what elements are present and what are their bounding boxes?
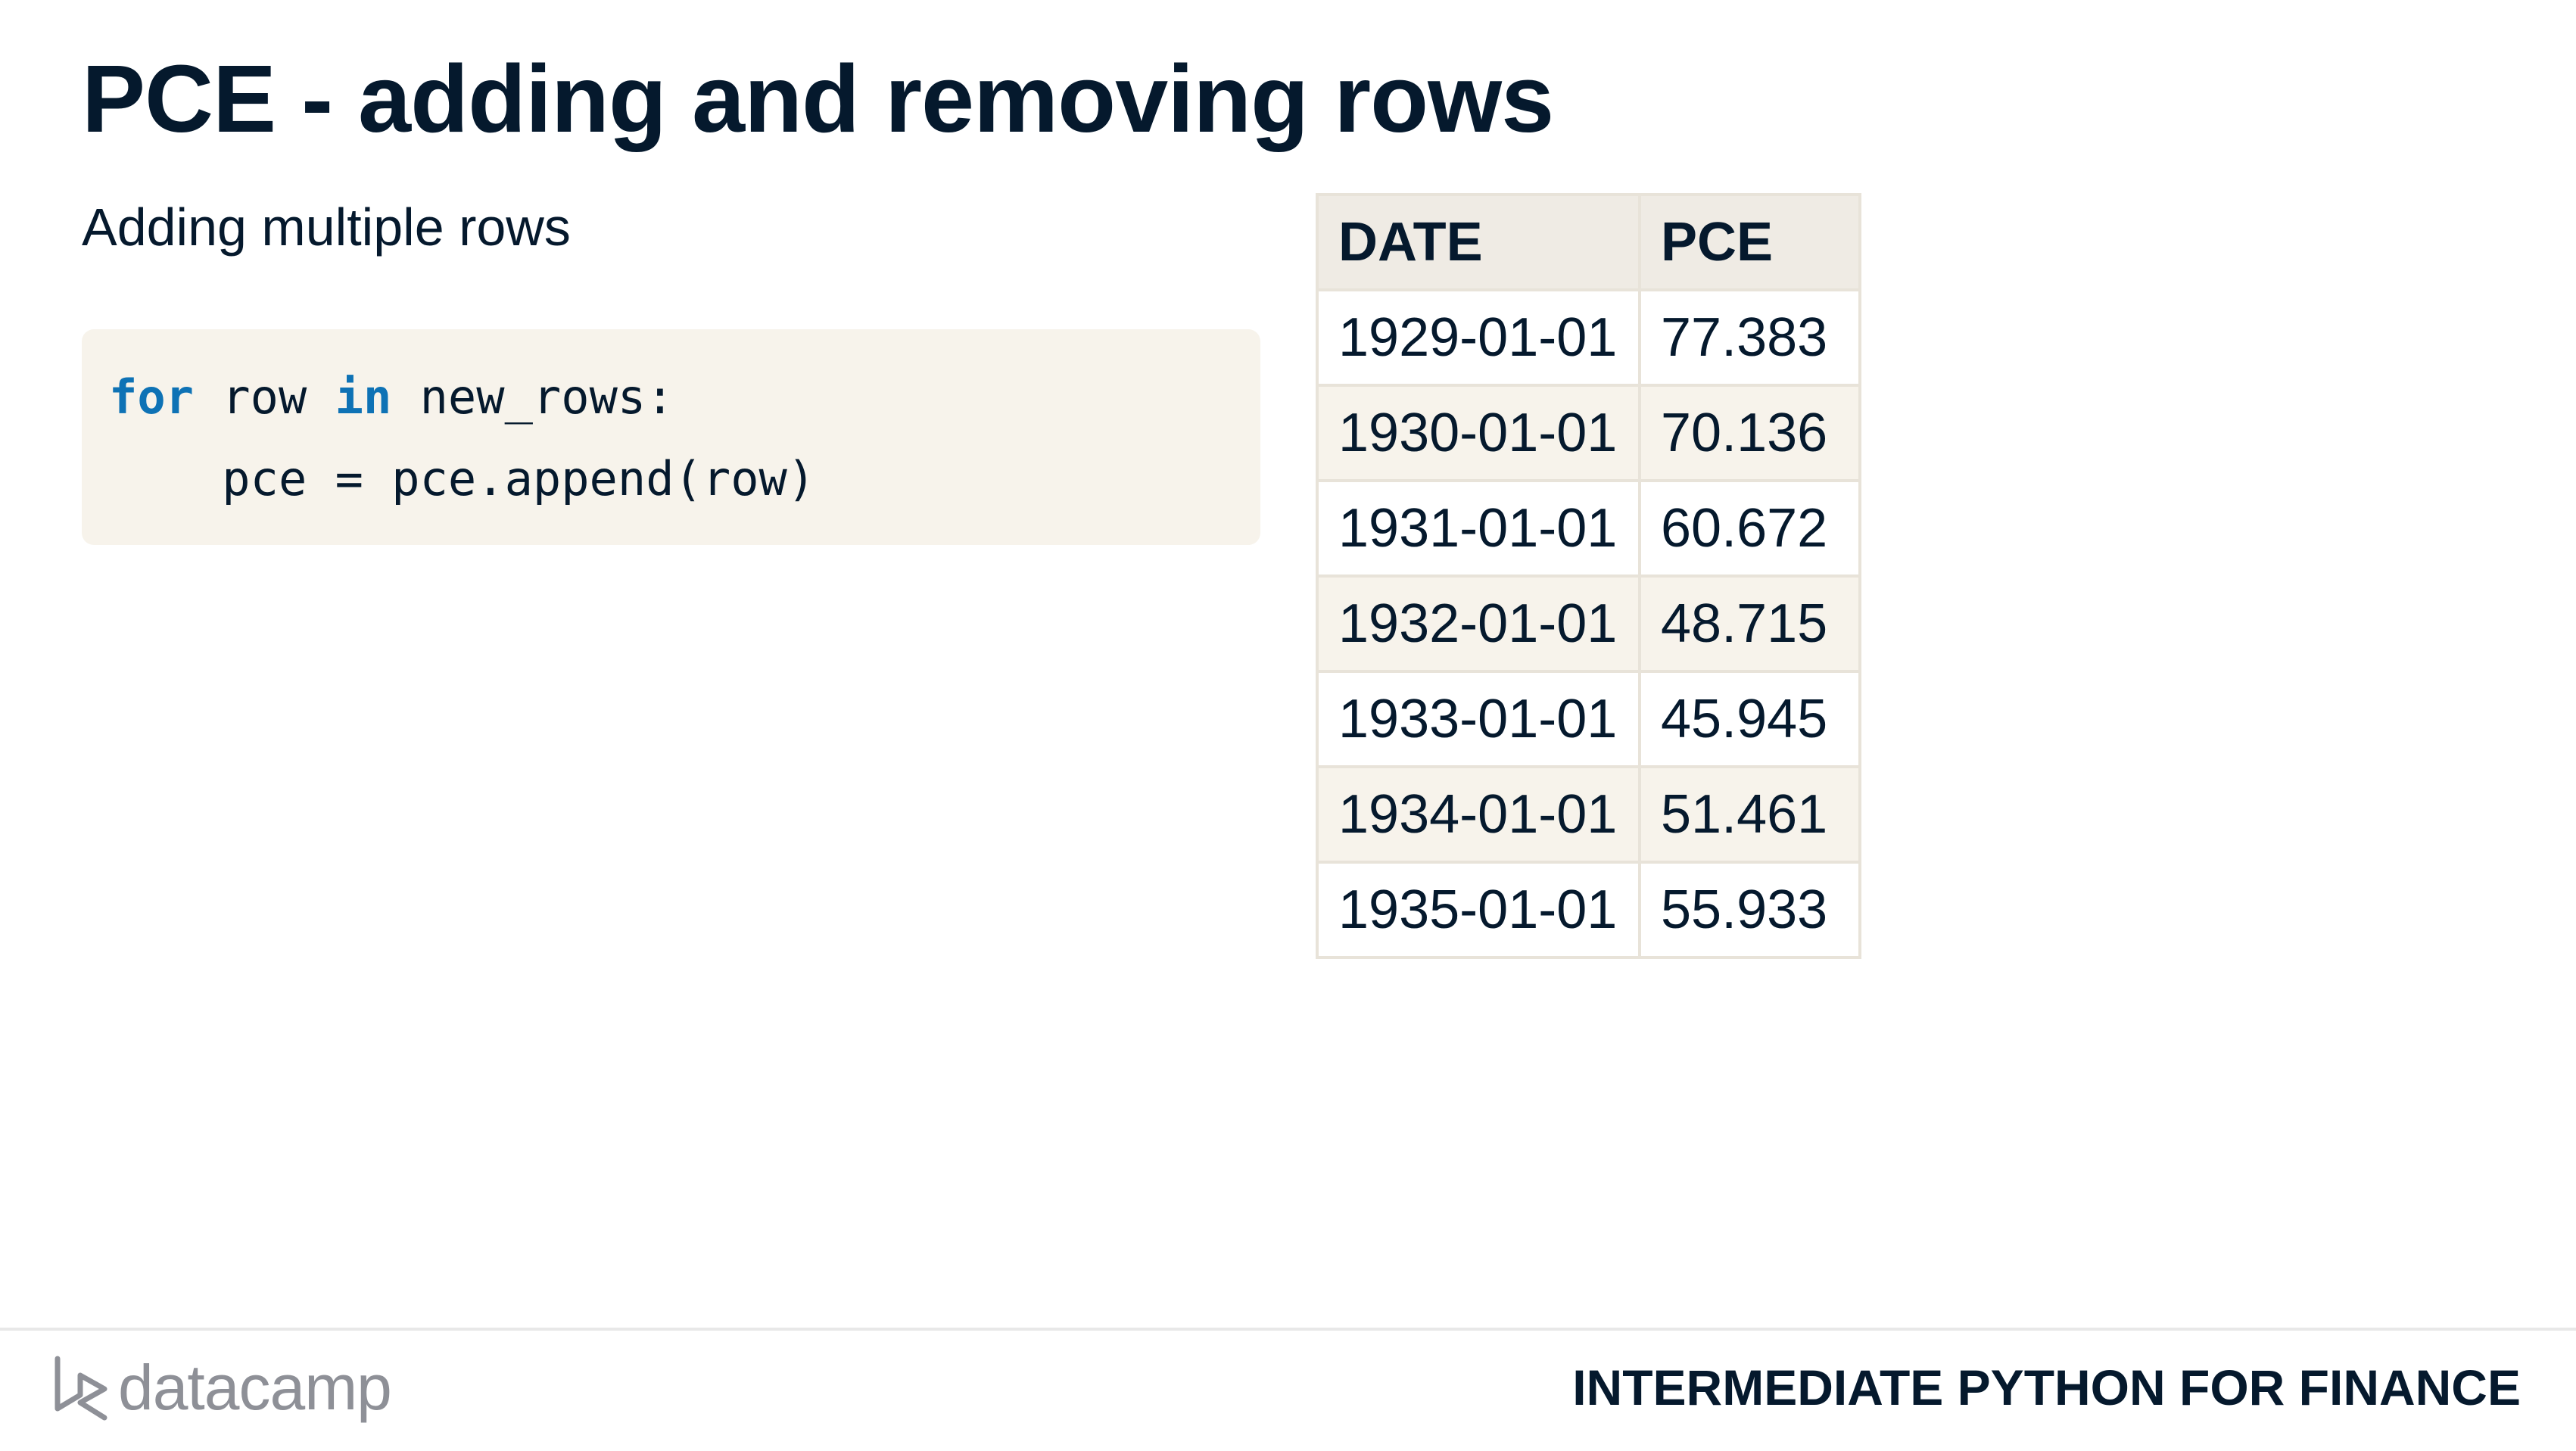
- table-row: 1932-01-01 48.715: [1316, 574, 1861, 673]
- code-block: for row in new_rows: pce = pce.append(ro…: [82, 329, 1260, 545]
- code-line-2: pce = pce.append(row): [109, 451, 816, 506]
- pce-table: DATE PCE 1929-01-01 77.383 1930-01-01 70…: [1316, 193, 1861, 959]
- column-header-pce: PCE: [1638, 193, 1861, 291]
- course-title: INTERMEDIATE PYTHON FOR FINANCE: [1572, 1359, 2521, 1415]
- slide-title: PCE - adding and removing rows: [82, 45, 1554, 152]
- datacamp-logo-icon: [55, 1356, 107, 1421]
- table-row: 1929-01-01 77.383: [1316, 288, 1861, 387]
- datacamp-logo: datacamp: [51, 1346, 392, 1429]
- table-cell-date: 1932-01-01: [1316, 574, 1641, 673]
- slide-subtitle: Adding multiple rows: [82, 198, 571, 257]
- code-text: row: [193, 369, 335, 425]
- table-row: 1934-01-01 51.461: [1316, 765, 1861, 864]
- table-cell-date: 1930-01-01: [1316, 384, 1641, 482]
- table-cell-pce: 48.715: [1638, 574, 1861, 673]
- table-row: 1933-01-01 45.945: [1316, 670, 1861, 768]
- table-cell-date: 1933-01-01: [1316, 670, 1641, 768]
- code-keyword-for: for: [109, 369, 194, 425]
- table-cell-date: 1935-01-01: [1316, 861, 1641, 959]
- code-text: new_rows:: [391, 369, 674, 425]
- code-keyword-in: in: [335, 369, 392, 425]
- table-cell-pce: 77.383: [1638, 288, 1861, 387]
- datacamp-logo-text: datacamp: [118, 1351, 392, 1423]
- code-line-1: for row in new_rows:: [109, 367, 1260, 449]
- table-cell-date: 1931-01-01: [1316, 479, 1641, 578]
- table-row: 1935-01-01 55.933: [1316, 861, 1861, 959]
- table-row: 1930-01-01 70.136: [1316, 384, 1861, 482]
- footer-divider: [0, 1328, 2576, 1331]
- column-header-date: DATE: [1316, 193, 1641, 291]
- table-row: 1931-01-01 60.672: [1316, 479, 1861, 578]
- table-cell-pce: 60.672: [1638, 479, 1861, 578]
- table-cell-pce: 45.945: [1638, 670, 1861, 768]
- table-cell-date: 1934-01-01: [1316, 765, 1641, 864]
- table-cell-date: 1929-01-01: [1316, 288, 1641, 387]
- table-header-row: DATE PCE: [1316, 193, 1861, 291]
- table-cell-pce: 51.461: [1638, 765, 1861, 864]
- table-cell-pce: 55.933: [1638, 861, 1861, 959]
- table-cell-pce: 70.136: [1638, 384, 1861, 482]
